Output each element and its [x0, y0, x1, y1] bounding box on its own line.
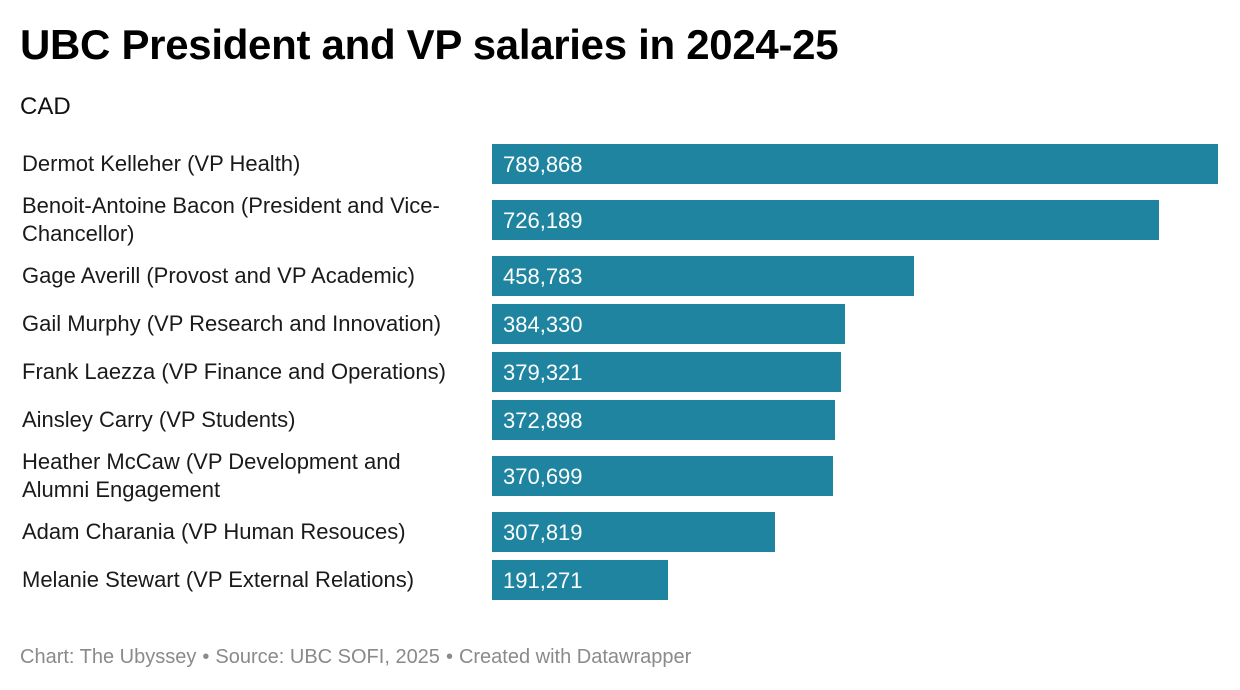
category-label-line: Adam Charania (VP Human Resouces): [22, 519, 406, 544]
bar: [492, 512, 775, 552]
category-label: Gage Averill (Provost and VP Academic): [22, 263, 415, 288]
bar-row: 191,271 Melanie Stewart (VP External Rela…: [22, 560, 668, 600]
bar-value-label: 370,699: [503, 464, 583, 489]
chart-footer: Chart: The Ubyssey • Source: UBC SOFI, 202…: [20, 644, 691, 670]
category-label-line: Heather McCaw (VP Development and: [22, 449, 401, 474]
bar: [492, 256, 914, 296]
bar: [492, 200, 1159, 240]
category-label-line: Ainsley Carry (VP Students): [22, 407, 295, 432]
bar-value-label: 307,819: [503, 520, 583, 545]
bar-value-label: 458,783: [503, 264, 583, 289]
datawrapper-credit: Created with Datawrapper: [458, 646, 692, 668]
category-label: Dermot Kelleher (VP Health): [22, 151, 300, 176]
category-label: Ainsley Carry (VP Students): [22, 407, 295, 432]
category-label-line: Gage Averill (Provost and VP Academic): [22, 263, 415, 288]
bar-row: 370,699 Heather McCaw (VP Development and…: [22, 449, 833, 502]
chart-subtitle: CAD: [20, 93, 71, 120]
bar: [492, 304, 845, 344]
category-label-line: Chancellor): [22, 221, 135, 246]
bar-row: 458,783 Gage Averill (Provost and VP Acad…: [22, 256, 914, 296]
footer-separator: •: [202, 646, 210, 668]
bar-row: 384,330 Gail Murphy (VP Research and Inno…: [22, 304, 845, 344]
bar-row: 726,189 Benoit-Antoine Bacon (President a…: [22, 193, 1159, 246]
category-label: Adam Charania (VP Human Resouces): [22, 519, 406, 544]
category-label: Frank Laezza (VP Finance and Operations): [22, 359, 446, 384]
bar: [492, 560, 668, 600]
bar-value-label: 379,321: [503, 360, 583, 385]
category-label-line: Melanie Stewart (VP External Relations): [22, 567, 414, 592]
bar-row: 307,819 Adam Charania (VP Human Resouces): [22, 512, 775, 552]
category-label-line: Gail Murphy (VP Research and Innovation): [22, 311, 441, 336]
bar-value-label: 789,868: [503, 152, 583, 177]
bar: [492, 400, 835, 440]
bar-row: 379,321 Frank Laezza (VP Finance and Oper…: [22, 352, 841, 392]
chart-credit: Chart: The Ubyssey: [20, 646, 197, 668]
bar-chart: 789,868 Dermot Kelleher (VP Health) 726,18…: [22, 144, 1218, 600]
bar: [492, 352, 841, 392]
category-label-line: Benoit-Antoine Bacon (President and Vice…: [22, 193, 440, 218]
bar-row: 372,898 Ainsley Carry (VP Students): [22, 400, 835, 440]
category-label: Melanie Stewart (VP External Relations): [22, 567, 414, 592]
category-label: Benoit-Antoine Bacon (President and Vice…: [22, 193, 440, 246]
category-label-line: Dermot Kelleher (VP Health): [22, 151, 300, 176]
bar: [492, 456, 833, 496]
bar-value-label: 384,330: [503, 312, 583, 337]
category-label: Gail Murphy (VP Research and Innovation): [22, 311, 441, 336]
chart-title: UBC President and VP salaries in 2024-25: [20, 21, 839, 68]
bar-value-label: 372,898: [503, 408, 583, 433]
bar-row: 789,868 Dermot Kelleher (VP Health): [22, 144, 1218, 184]
bar-value-label: 726,189: [503, 208, 583, 233]
source-credit: Source: UBC SOFI, 2025: [215, 646, 440, 668]
category-label-line: Frank Laezza (VP Finance and Operations): [22, 359, 446, 384]
footer-separator: •: [445, 646, 453, 668]
category-label: Heather McCaw (VP Development and Alumni …: [22, 449, 401, 502]
bar-value-label: 191,271: [503, 568, 583, 593]
category-label-line: Alumni Engagement: [22, 477, 220, 502]
bar: [492, 144, 1218, 184]
